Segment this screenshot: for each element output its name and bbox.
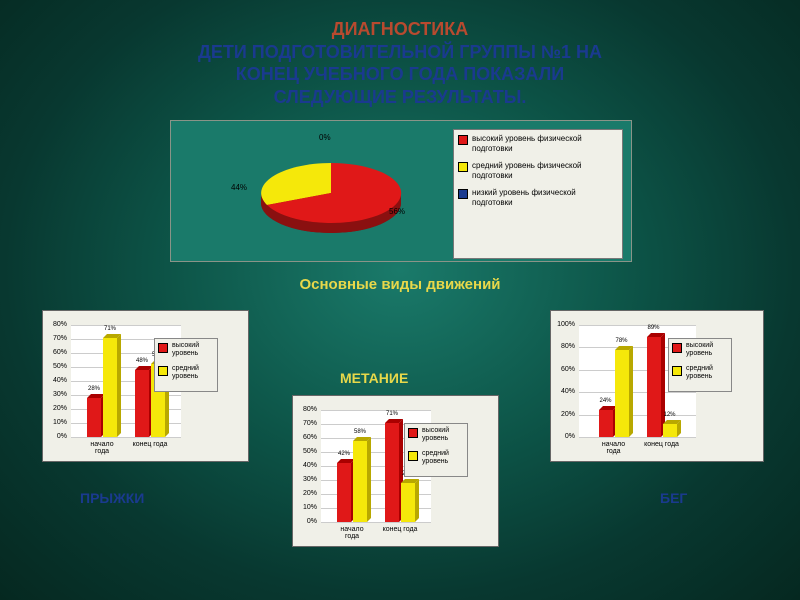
title-line2: ДЕТИ ПОДГОТОВИТЕЛЬНОЙ ГРУППЫ №1 НА: [198, 42, 602, 62]
y-tick: 60%: [295, 434, 317, 441]
legend-item: высокий уровень физической подготовки: [458, 134, 618, 153]
bar: [87, 398, 101, 437]
title-line4: СЛЕДУЮЩИЕ РЕЗУЛЬТАТЫ.: [274, 87, 527, 107]
bar: [663, 424, 677, 437]
pie-chart: [191, 131, 451, 251]
y-tick: 0%: [45, 433, 67, 440]
title-line1: ДИАГНОСТИКА: [332, 19, 468, 39]
y-tick: 80%: [553, 343, 575, 350]
chart-caption-run: БЕГ: [660, 490, 687, 506]
y-tick: 100%: [553, 321, 575, 328]
x-category: конец года: [131, 441, 169, 448]
bar: [615, 350, 629, 437]
bar-value: 78%: [615, 338, 627, 344]
pie-panel: 44% 56% 0% высокий уровень физической по…: [170, 120, 632, 262]
y-tick: 20%: [295, 490, 317, 497]
y-tick: 30%: [295, 476, 317, 483]
bar: [353, 441, 367, 522]
bar-value: 28%: [88, 386, 100, 392]
x-category: конец года: [643, 441, 681, 448]
bar-value: 48%: [136, 358, 148, 364]
y-tick: 60%: [553, 366, 575, 373]
y-tick: 0%: [553, 433, 575, 440]
bar-value: 71%: [104, 326, 116, 332]
bar-legend-run: высокий уровеньсредний уровень: [668, 338, 732, 392]
legend-item: низкий уровень физической подготовки: [458, 188, 618, 207]
y-tick: 50%: [45, 363, 67, 370]
y-tick: 80%: [295, 406, 317, 413]
y-tick: 20%: [553, 411, 575, 418]
x-category: начало года: [83, 441, 121, 455]
bar: [647, 337, 661, 437]
y-tick: 80%: [45, 321, 67, 328]
y-tick: 0%: [295, 518, 317, 525]
title-line3: КОНЕЦ УЧЕБНОГО ГОДА ПОКАЗАЛИ: [236, 64, 564, 84]
slide-title: ДИАГНОСТИКА ДЕТИ ПОДГОТОВИТЕЛЬНОЙ ГРУППЫ…: [0, 18, 800, 108]
x-category: начало года: [595, 441, 633, 455]
bar: [401, 483, 415, 522]
y-tick: 40%: [553, 388, 575, 395]
bar-value: 71%: [386, 411, 398, 417]
bar-value: 12%: [663, 412, 675, 418]
legend-item: средний уровень физической подготовки: [458, 161, 618, 180]
bar-value: 24%: [599, 398, 611, 404]
y-tick: 70%: [295, 420, 317, 427]
y-tick: 50%: [295, 448, 317, 455]
chart-caption-jumps: ПРЫЖКИ: [80, 490, 144, 506]
y-tick: 10%: [295, 504, 317, 511]
bar-legend-throw: высокий уровеньсредний уровень: [404, 423, 468, 477]
pie-legend: высокий уровень физической подготовки сре…: [453, 129, 623, 259]
subtitle: Основные виды движений: [0, 276, 800, 293]
y-tick: 40%: [45, 377, 67, 384]
bar-legend-jumps: высокий уровеньсредний уровень: [154, 338, 218, 392]
bar: [135, 370, 149, 437]
y-tick: 60%: [45, 349, 67, 356]
y-tick: 40%: [295, 462, 317, 469]
y-tick: 20%: [45, 405, 67, 412]
bar: [385, 423, 399, 522]
bar: [337, 463, 351, 522]
bar: [599, 410, 613, 437]
y-tick: 70%: [45, 335, 67, 342]
pie-label-56: 56%: [389, 207, 405, 216]
bar-value: 58%: [354, 429, 366, 435]
bar-value: 89%: [647, 325, 659, 331]
bar-value: 42%: [338, 451, 350, 457]
pie-label-0: 0%: [319, 133, 331, 142]
bar: [103, 338, 117, 437]
y-tick: 10%: [45, 419, 67, 426]
y-tick: 30%: [45, 391, 67, 398]
x-category: конец года: [381, 526, 419, 533]
chart-caption-throw: МЕТАНИЕ: [340, 370, 408, 386]
pie-label-44: 44%: [231, 183, 247, 192]
x-category: начало года: [333, 526, 371, 540]
